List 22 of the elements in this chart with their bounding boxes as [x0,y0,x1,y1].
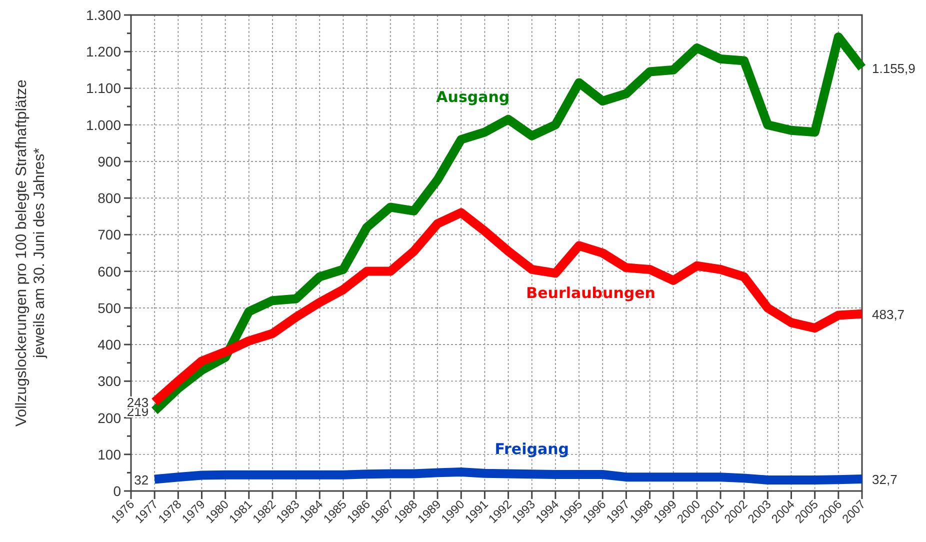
y-tick-label: 500 [98,300,122,316]
data-label: 1.155,9 [872,60,916,76]
y-tick-label: 600 [98,263,122,280]
y-tick-label: 400 [98,336,122,353]
series-label: Freigang [494,440,570,458]
y-tick-label: 900 [98,153,122,170]
y-tick-label: 0 [113,483,122,499]
y-tick-label: 100 [98,446,122,462]
series-label: Beurlaubungen [526,284,656,302]
y-tick-label: 700 [98,226,122,243]
data-label: 32,7 [872,472,898,488]
y-tick-label: 1.200 [86,44,122,60]
y-tick-label: 200 [98,410,122,426]
y-axis-title: Vollzugslockerungen pro 100 belegte Strafhaftplätze jeweils am 30. Juni des Jahres* [13,80,48,426]
data-label: 32 [134,472,149,488]
data-label: 483,7 [872,306,905,322]
y-tick-label: 1.300 [86,7,122,23]
y-tick-label: 300 [98,373,122,390]
series-label: Ausgang [436,88,510,106]
y-tick-label: 800 [98,190,122,206]
y-tick-label: 1.000 [86,116,122,133]
y-tick-label: 1.100 [86,80,122,96]
